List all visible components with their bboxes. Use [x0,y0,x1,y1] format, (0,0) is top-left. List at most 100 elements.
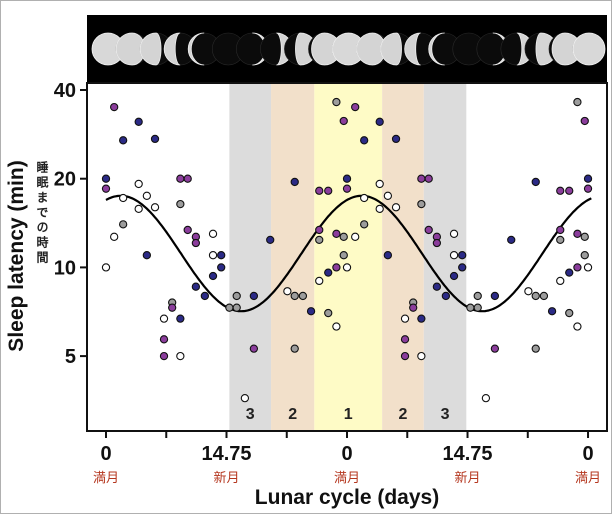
x-axis-title: Lunar cycle (days) [255,486,439,509]
data-point [339,232,348,241]
data-point [232,303,241,312]
data-point [580,251,589,260]
x-tick-label: 0 [100,443,111,465]
data-point [375,117,384,126]
data-point [191,238,201,248]
data-point [409,303,418,312]
data-point [217,263,226,272]
fit-curve-group [105,194,592,313]
data-point [332,322,341,331]
data-point [351,232,360,241]
data-point [400,314,410,323]
data-point [391,203,401,212]
data-point [556,276,565,286]
phase-band-label: 2 [399,406,408,423]
data-point [432,282,442,291]
data-point [449,229,459,238]
data-point [176,199,185,209]
data-point [159,335,169,344]
phase-band-1 [314,83,383,431]
data-point [391,134,401,144]
data-point [539,291,549,301]
data-point [473,303,482,312]
y-axis-title: Sleep latency (min) [5,160,28,351]
phase-band-label: 3 [441,406,450,423]
crescent-moon-icon [187,32,205,66]
data-point [417,174,426,183]
new-moon-label: 新月 [455,470,481,486]
data-point [150,134,160,144]
data-point [119,220,128,229]
data-point [400,335,410,344]
data-point [225,303,234,312]
data-point [208,271,218,281]
gibbous-moon-icon [139,32,162,66]
phase-band-2 [271,83,315,431]
data-point [547,307,557,316]
crescent-moon-icon [404,32,421,66]
data-point [332,229,341,238]
data-point [191,282,201,291]
x-tick-label: 0 [341,443,352,465]
phase-band-3 [229,83,272,431]
data-point [110,232,119,241]
data-point [208,229,218,238]
data-point [424,174,433,183]
data-point [531,344,540,353]
data-point [176,351,185,361]
data-point [240,393,250,403]
data-point [565,308,574,318]
data-point [168,303,177,312]
data-point [424,225,433,235]
data-point [375,179,384,189]
data-point [449,271,459,281]
data-point [417,314,426,323]
data-point [176,314,185,323]
data-point [417,351,426,361]
data-point [583,174,593,183]
data-point [565,268,574,277]
data-point [332,97,341,107]
data-point [556,235,565,245]
data-point [383,191,393,200]
data-point [473,291,482,301]
data-point [360,220,369,229]
crescent-moon-icon [163,32,181,66]
data-point [183,174,192,183]
new-moon-label: 新月 [213,470,239,486]
data-point [573,322,582,331]
data-point [134,179,143,189]
data-point [290,291,299,301]
data-point [583,263,593,272]
data-point [432,238,442,248]
data-point [324,186,333,195]
full-moon-icon [572,32,606,66]
fit-curve [105,194,592,313]
data-point [573,229,582,238]
x-tick-label: 14.75 [201,443,251,465]
data-point [342,174,352,183]
data-point [110,102,119,112]
data-point [176,174,185,183]
data-point [565,186,574,195]
data-point [507,235,516,245]
data-point [290,344,299,353]
data-point [580,116,589,126]
data-point [458,251,467,260]
crescent-moon-icon [428,32,445,66]
data-point [466,303,475,312]
data-point [298,291,308,301]
y-tick-label: 5 [65,346,76,368]
data-point [490,344,500,353]
moon-phases [91,32,606,66]
data-point [315,276,324,286]
data-point [217,251,226,260]
data-point [583,184,593,193]
data-point [449,251,459,260]
data-point [119,193,128,203]
data-point [490,291,500,301]
data-point [383,251,393,260]
data-point [315,186,324,195]
full-moon-label: 満月 [93,471,119,486]
